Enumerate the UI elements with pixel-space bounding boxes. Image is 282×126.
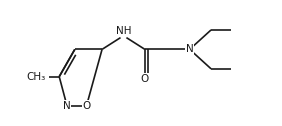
Text: O: O <box>82 101 91 111</box>
Text: CH₃: CH₃ <box>26 72 46 82</box>
Text: N: N <box>63 101 71 111</box>
Text: NH: NH <box>116 26 131 36</box>
Text: O: O <box>141 74 149 84</box>
Text: N: N <box>186 44 193 54</box>
